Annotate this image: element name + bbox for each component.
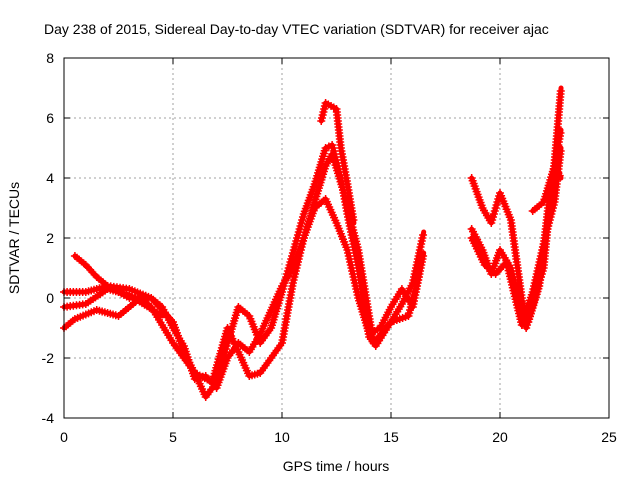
y-tick-label: -4: [42, 410, 55, 426]
series-markers: [317, 99, 358, 224]
series-day-3: [60, 150, 423, 386]
y-tick-label: 2: [46, 230, 54, 246]
series-day-1: [70, 141, 428, 401]
x-tick-label: 10: [274, 429, 290, 445]
x-tick-label: 15: [383, 429, 399, 445]
x-tick-label: 25: [601, 429, 617, 445]
series-day-7: [467, 145, 565, 329]
data-series: [60, 85, 565, 401]
y-tick-label: 0: [46, 290, 54, 306]
x-tick-label: 5: [169, 429, 177, 445]
y-tick-label: 8: [46, 50, 54, 66]
series-line: [72, 142, 427, 400]
y-tick-label: -2: [42, 350, 55, 366]
y-tick-label: 6: [46, 110, 54, 126]
x-axis-label: GPS time / hours: [283, 458, 390, 474]
chart-title: Day 238 of 2015, Sidereal Day-to-day VTE…: [44, 21, 549, 37]
series-markers: [70, 141, 428, 401]
series-day-4b: [317, 99, 358, 226]
axis-ticks: 0 5 10 15 20 25 -4 -2 0 2 4 6 8: [42, 50, 617, 445]
series-markers: [467, 147, 565, 329]
y-tick-label: 4: [46, 170, 54, 186]
x-tick-label: 0: [60, 429, 68, 445]
series-markers: [60, 150, 423, 386]
series-day-8: [528, 162, 564, 215]
x-tick-label: 20: [492, 429, 508, 445]
series-markers: [528, 162, 564, 215]
y-axis-label: SDTVAR / TECUs: [6, 182, 22, 294]
